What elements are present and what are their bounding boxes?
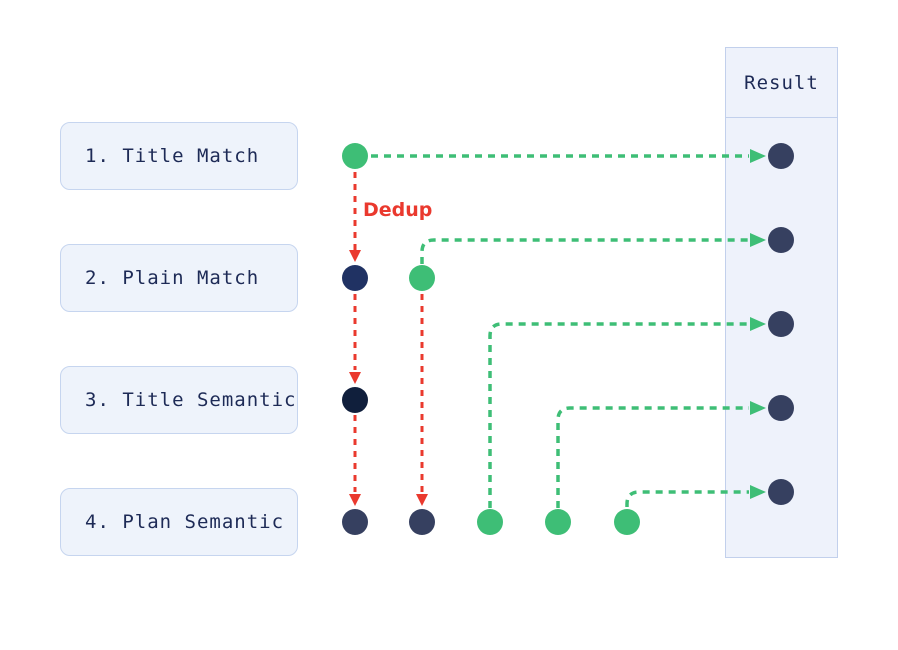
stage-label-title-match: 1. Title Match (85, 145, 260, 167)
stage-box-plain-match: 2. Plain Match (60, 244, 298, 312)
dot-stage4-deduped-1 (342, 509, 368, 535)
dot-stage4-candidate-1 (477, 509, 503, 535)
dot-stage3-deduped (342, 387, 368, 413)
stage-label-plain-match: 2. Plain Match (85, 267, 260, 289)
dedup-label: Dedup (363, 199, 433, 221)
dedup-arrowhead-2 (349, 372, 361, 384)
result-title: Result (744, 71, 819, 94)
dedup-arrowhead-3 (349, 494, 361, 506)
stage-label-plan-semantic: 4. Plan Semantic (85, 511, 285, 533)
dedup-arrowhead-1 (349, 250, 361, 262)
promote-arrow-4-line (556, 406, 749, 508)
promote-arrow-3-line (488, 322, 749, 508)
dot-stage4-candidate-2 (545, 509, 571, 535)
stage-box-title-match: 1. Title Match (60, 122, 298, 190)
stage-label-title-semantic: 3. Title Semantic (85, 389, 297, 411)
dot-stage1-candidate (342, 143, 368, 169)
stage-box-title-semantic: 3. Title Semantic (60, 366, 298, 434)
stage-box-plan-semantic: 4. Plan Semantic (60, 488, 298, 556)
dot-stage4-candidate-3 (614, 509, 640, 535)
dot-stage2-candidate (409, 265, 435, 291)
dedup-arrowhead-4 (416, 494, 428, 506)
dot-stage2-deduped (342, 265, 368, 291)
result-column: Result (725, 47, 838, 558)
result-header: Result (726, 48, 837, 118)
dot-stage4-deduped-2 (409, 509, 435, 535)
promote-arrow-2-line (420, 238, 749, 264)
